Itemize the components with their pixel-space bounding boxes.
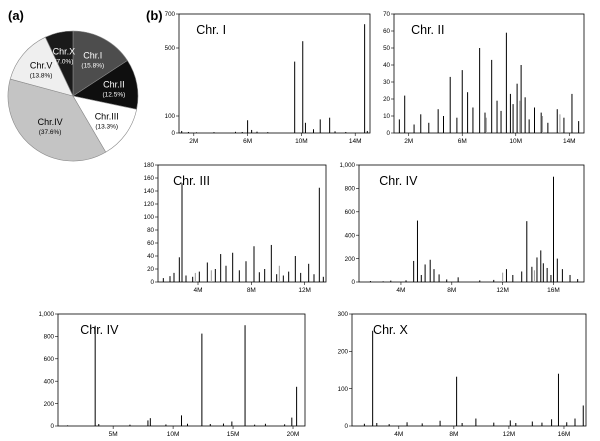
x-tick-label: 10M xyxy=(509,138,522,145)
pie-pct-chr-iii: (13.3%) xyxy=(95,123,118,130)
pie-label-chr-i: Chr.I xyxy=(83,50,102,60)
x-tick-label: 20M xyxy=(287,431,300,438)
y-tick-label: 300 xyxy=(338,311,349,318)
pie-pct-chr-iv: (37.6%) xyxy=(39,129,62,136)
x-tick-label: 15M xyxy=(227,431,240,438)
y-tick-label: 1,000 xyxy=(39,311,55,318)
pie-pct-chr-ii: (12.5%) xyxy=(103,91,126,98)
plot-frame xyxy=(351,313,587,427)
y-tick-label: 400 xyxy=(44,378,55,385)
chart-title: Chr. I xyxy=(196,23,226,37)
y-tick-label: 200 xyxy=(338,349,349,356)
x-tick-label: 14M xyxy=(349,138,362,145)
y-tick-label: 400 xyxy=(345,232,356,239)
y-tick-label: 1,000 xyxy=(340,162,356,169)
chart-title: Chr. IV xyxy=(80,323,119,337)
pie-slice-chr-x xyxy=(44,30,74,97)
pie-label-chr-iii: Chr.III xyxy=(95,111,119,121)
chart-title: Chr. X xyxy=(373,323,408,337)
pie-slice-chr-iv xyxy=(7,78,107,162)
x-tick-label: 2M xyxy=(404,138,413,145)
chart-title: Chr. IV xyxy=(379,174,418,188)
x-tick-label: 5M xyxy=(109,431,118,438)
y-tick-label: 800 xyxy=(345,186,356,193)
pie-pct-chr-i: (15.8%) xyxy=(81,62,104,69)
y-tick-label: 100 xyxy=(144,214,155,221)
x-tick-label: 4M xyxy=(394,431,403,438)
y-tick-label: 0 xyxy=(151,279,155,286)
pie-slice-chr-v xyxy=(9,36,74,97)
pie-slice-chr-iii xyxy=(72,95,137,153)
y-tick-label: 500 xyxy=(165,45,176,52)
chart-title: Chr. II xyxy=(411,23,444,37)
x-tick-label: 16M xyxy=(558,431,571,438)
x-tick-label: 8M xyxy=(449,431,458,438)
pie-label-chr-v: Chr.V xyxy=(30,60,53,70)
x-tick-label: 14M xyxy=(563,138,576,145)
x-tick-label: 4M xyxy=(396,287,405,294)
y-tick-label: 180 xyxy=(144,162,155,169)
bar-chart-chr-x: 0 100 200 300 4M 8M 12M 16M Chr. X xyxy=(338,311,587,438)
y-tick-label: 80 xyxy=(147,227,154,234)
y-tick-label: 200 xyxy=(44,401,55,408)
y-tick-label: 0 xyxy=(51,423,55,430)
y-tick-label: 0 xyxy=(345,423,349,430)
bar-chart-chr-iv-lower: 0 200 400 600 800 1,000 5M 10M 15M 20M Chr. IV xyxy=(39,311,306,438)
panel-label-a: (a) xyxy=(8,8,24,23)
pie-slice-chr-i xyxy=(72,30,128,97)
pie-pct-chr-x: (7.0%) xyxy=(54,58,73,65)
plot-frame xyxy=(157,164,327,283)
y-tick-label: 100 xyxy=(338,386,349,393)
y-tick-label: 120 xyxy=(144,201,155,208)
y-tick-label: 160 xyxy=(144,175,155,182)
pie-chart: Chr.I (15.8%) Chr.II (12.5%) Chr.III (13.3%) C… xyxy=(7,30,139,162)
y-tick-label: 100 xyxy=(165,113,176,120)
x-tick-label: 16M xyxy=(547,287,560,294)
y-tick-label: 60 xyxy=(383,28,390,35)
y-tick-label: 40 xyxy=(383,62,390,69)
y-tick-label: 0 xyxy=(352,279,356,286)
pie-label-chr-ii: Chr.II xyxy=(103,79,125,89)
y-tick-label: 700 xyxy=(165,11,176,18)
pie-label-chr-iv: Chr.IV xyxy=(38,117,63,127)
bar-chart-chr-iv-upper: 0 200 400 600 800 1,000 4M 8M 12M 16M Chr. IV xyxy=(340,162,585,294)
y-tick-label: 600 xyxy=(44,356,55,363)
bar-chart-chr-i: 0 100 500 700 2M 6M 10M 14M Chr. I xyxy=(165,11,371,145)
y-tick-label: 600 xyxy=(345,209,356,216)
y-tick-label: 800 xyxy=(44,334,55,341)
x-tick-label: 8M xyxy=(247,287,256,294)
panel-label-b: (b) xyxy=(146,8,163,23)
x-tick-label: 2M xyxy=(189,138,198,145)
y-tick-label: 140 xyxy=(144,188,155,195)
y-tick-label: 200 xyxy=(345,256,356,263)
y-tick-label: 50 xyxy=(383,45,390,52)
bar-chart-chr-iii: 0 20 40 60 80 100 120 140 160 180 4M 8M 12M Chr. III xyxy=(144,162,327,294)
plot-frame xyxy=(393,13,585,134)
y-tick-label: 30 xyxy=(383,79,390,86)
y-tick-label: 60 xyxy=(147,240,154,247)
pie-label-chr-x: Chr.X xyxy=(53,46,76,56)
y-tick-label: 10 xyxy=(383,113,390,120)
x-tick-label: 10M xyxy=(167,431,180,438)
x-tick-label: 12M xyxy=(298,287,311,294)
plot-frame xyxy=(358,164,585,283)
x-tick-label: 10M xyxy=(295,138,308,145)
x-tick-label: 6M xyxy=(243,138,252,145)
x-tick-label: 8M xyxy=(447,287,456,294)
x-tick-label: 4M xyxy=(193,287,202,294)
y-tick-label: 20 xyxy=(147,266,154,273)
bar-chart-chr-ii: 0 10 20 30 40 50 60 70 2M 6M 10M 14M Chr. II xyxy=(383,11,585,145)
plot-frame xyxy=(178,13,371,134)
pie-pct-chr-v: (13.8%) xyxy=(30,72,53,79)
y-tick-label: 40 xyxy=(147,253,154,260)
x-tick-label: 12M xyxy=(503,431,516,438)
y-tick-label: 20 xyxy=(383,96,390,103)
y-tick-label: 70 xyxy=(383,11,390,18)
x-tick-label: 6M xyxy=(458,138,467,145)
y-tick-label: 0 xyxy=(387,130,391,137)
y-tick-label: 0 xyxy=(172,130,176,137)
chart-title: Chr. III xyxy=(173,174,210,188)
x-tick-label: 12M xyxy=(496,287,509,294)
